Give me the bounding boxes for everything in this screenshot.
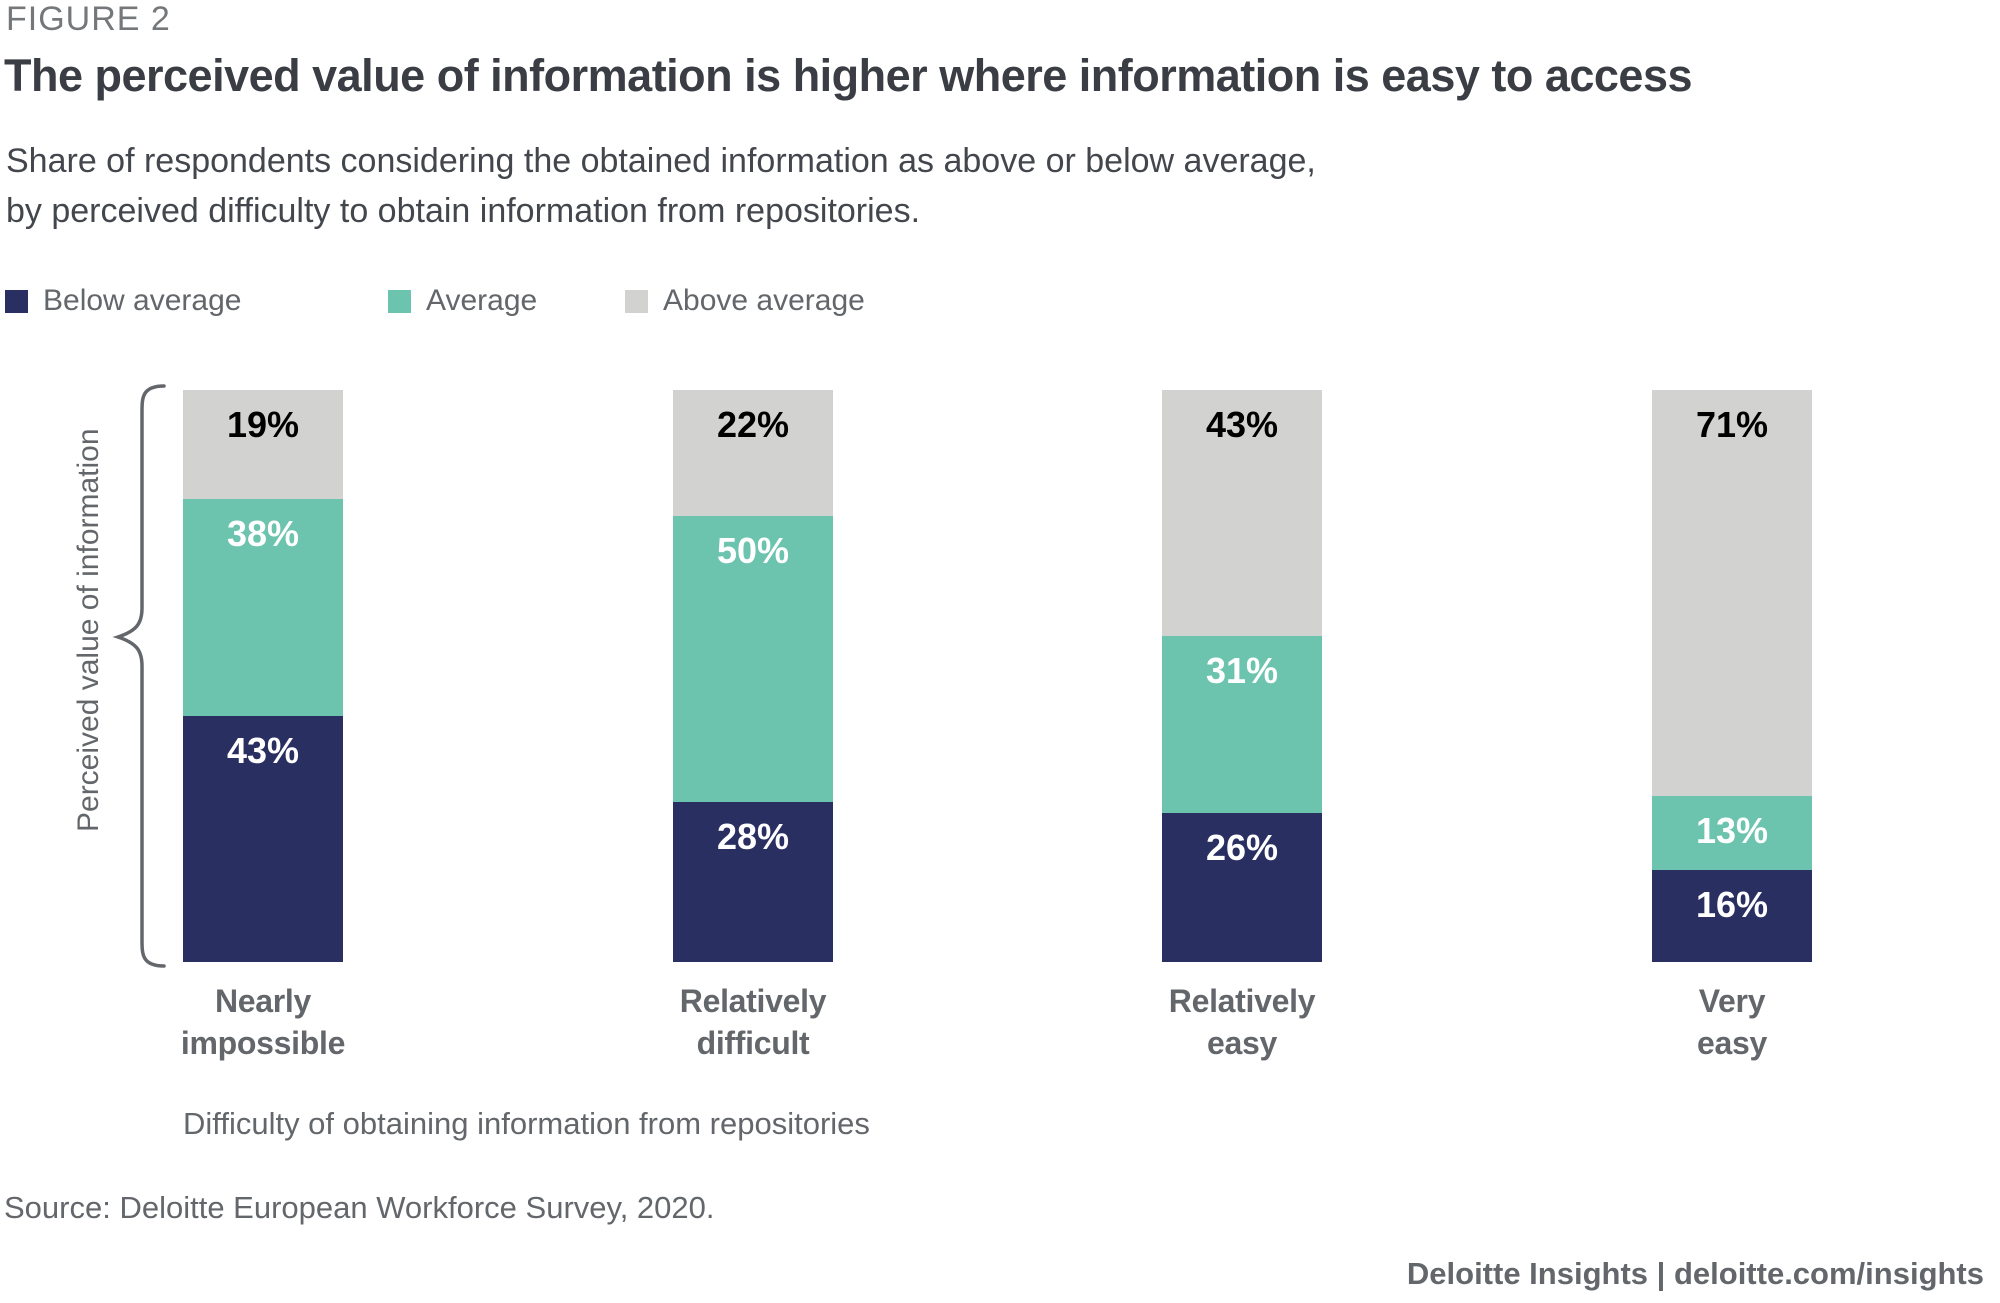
bar-segment-average: 31% xyxy=(1162,635,1322,814)
bar-segment-below-average: 26% xyxy=(1162,813,1322,962)
segment-value-label: 13% xyxy=(1695,810,1769,852)
segment-value-label: 28% xyxy=(716,815,790,857)
segment-value-label: 31% xyxy=(1205,649,1279,691)
figure-number-label: FIGURE 2 xyxy=(6,0,171,38)
bar-column: 19% 38% 43% xyxy=(183,390,343,962)
legend-label-below-average: Below average xyxy=(43,284,242,317)
legend-swatch-above-average xyxy=(625,289,648,313)
bar-column: 71% 13% 16% xyxy=(1652,390,1812,962)
bar-column: 43% 31% 26% xyxy=(1162,390,1322,962)
x-tick-label: Relatively easy xyxy=(1168,983,1316,1061)
bar-segment-below-average: 28% xyxy=(673,801,833,962)
chart-subtitle: Share of respondents considering the obt… xyxy=(6,136,1316,236)
segment-value-label: 50% xyxy=(716,529,790,571)
segment-value-label: 22% xyxy=(716,404,790,445)
bar-segment-above-average: 43% xyxy=(1162,390,1322,636)
footer-brand: Deloitte Insights xyxy=(1406,1256,1649,1291)
bar-column: 22% 50% 28% xyxy=(673,390,833,962)
segment-value-label: 19% xyxy=(226,404,300,445)
bar-segment-above-average: 71% xyxy=(1652,390,1812,797)
legend-label-average: Average xyxy=(426,284,538,317)
legend-item-above-average: Above average xyxy=(625,284,865,318)
segment-value-label: 43% xyxy=(1205,404,1279,445)
x-tick-label: Nearly impossible xyxy=(180,983,346,1061)
bar-segment-average: 13% xyxy=(1652,796,1812,871)
legend-swatch-below-average xyxy=(5,289,28,313)
segment-value-label: 38% xyxy=(226,512,300,554)
footer-url: deloitte.com/insights xyxy=(1673,1256,1984,1291)
chart-title: The perceived value of information is hi… xyxy=(4,50,1693,101)
source-note: Source: Deloitte European Workforce Surv… xyxy=(4,1190,715,1225)
bar-segment-above-average: 22% xyxy=(673,390,833,516)
chart-subtitle-line1: Share of respondents considering the obt… xyxy=(6,142,1316,180)
bar-segment-average: 50% xyxy=(673,515,833,802)
segment-value-label: 71% xyxy=(1695,404,1769,445)
legend-item-below-average: Below average xyxy=(5,284,241,318)
x-tick-label: Very easy xyxy=(1697,983,1767,1061)
segment-value-label: 26% xyxy=(1205,827,1279,869)
legend-swatch-average xyxy=(388,289,411,313)
bar-segment-below-average: 43% xyxy=(183,716,343,962)
x-tick-label: Relatively difficult xyxy=(679,983,827,1061)
legend-label-above-average: Above average xyxy=(663,284,865,317)
chart-subtitle-line2: by perceived difficulty to obtain inform… xyxy=(6,192,921,230)
bar-segment-below-average: 16% xyxy=(1652,870,1812,962)
curly-brace xyxy=(112,384,166,968)
legend-item-average: Average xyxy=(388,284,537,318)
bar-segment-average: 38% xyxy=(183,498,343,717)
segment-value-label: 43% xyxy=(226,730,300,772)
x-axis-caption: Difficulty of obtaining information from… xyxy=(183,1106,870,1141)
segment-value-label: 16% xyxy=(1695,884,1769,926)
footer-separator: | xyxy=(1656,1256,1666,1291)
footer-branding: Deloitte Insights | deloitte.com/insight… xyxy=(1407,1256,1984,1292)
bar-segment-above-average: 19% xyxy=(183,390,343,499)
